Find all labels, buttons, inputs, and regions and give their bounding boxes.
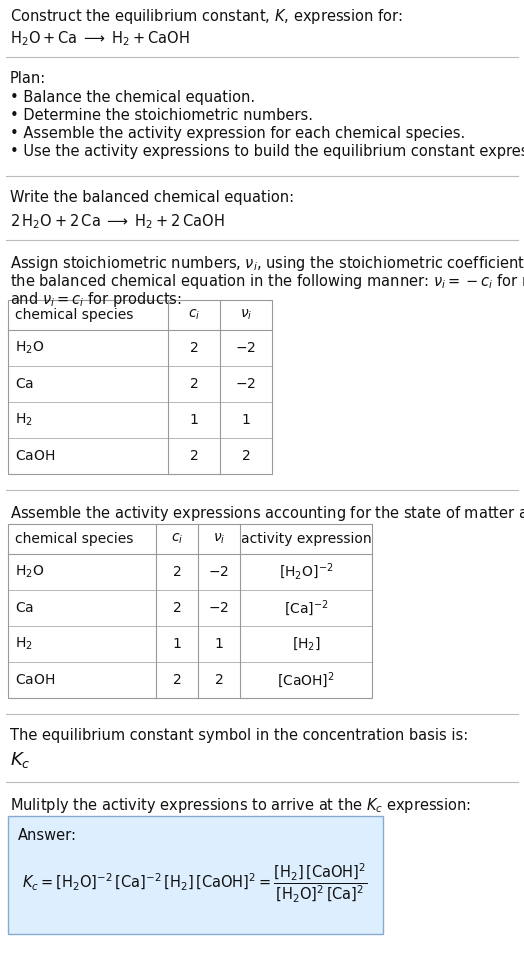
Text: 2: 2 xyxy=(172,565,181,579)
Text: activity expression: activity expression xyxy=(241,532,372,546)
Text: $\mathrm{H_2}$: $\mathrm{H_2}$ xyxy=(15,412,33,428)
FancyBboxPatch shape xyxy=(8,300,272,474)
Text: 2: 2 xyxy=(190,377,199,391)
Text: $-2$: $-2$ xyxy=(209,565,230,579)
Text: $\mathrm{H_2O + Ca \;\longrightarrow\; H_2 + CaOH}$: $\mathrm{H_2O + Ca \;\longrightarrow\; H… xyxy=(10,29,190,48)
Text: Write the balanced chemical equation:: Write the balanced chemical equation: xyxy=(10,190,294,205)
Text: the balanced chemical equation in the following manner: $\nu_i = -c_i$ for react: the balanced chemical equation in the fo… xyxy=(10,272,524,291)
Text: 1: 1 xyxy=(214,637,223,651)
Text: • Use the activity expressions to build the equilibrium constant expression.: • Use the activity expressions to build … xyxy=(10,144,524,159)
Text: Assign stoichiometric numbers, $\nu_i$, using the stoichiometric coefficients, $: Assign stoichiometric numbers, $\nu_i$, … xyxy=(10,254,524,273)
Text: 2: 2 xyxy=(215,673,223,687)
Text: chemical species: chemical species xyxy=(15,532,134,546)
Text: 2: 2 xyxy=(172,601,181,615)
Text: 1: 1 xyxy=(242,413,250,427)
FancyBboxPatch shape xyxy=(8,524,372,698)
Text: Assemble the activity expressions accounting for the state of matter and $\nu_i$: Assemble the activity expressions accoun… xyxy=(10,504,524,523)
Text: $[\mathrm{CaOH}]^2$: $[\mathrm{CaOH}]^2$ xyxy=(277,670,335,690)
Text: Plan:: Plan: xyxy=(10,71,46,86)
Text: $-2$: $-2$ xyxy=(209,601,230,615)
Text: • Assemble the activity expression for each chemical species.: • Assemble the activity expression for e… xyxy=(10,126,465,141)
Text: 1: 1 xyxy=(190,413,199,427)
Text: 2: 2 xyxy=(190,341,199,355)
Text: $K_c$: $K_c$ xyxy=(10,750,30,770)
Text: Mulitply the activity expressions to arrive at the $K_c$ expression:: Mulitply the activity expressions to arr… xyxy=(10,796,471,815)
Text: $[\mathrm{H_2}]$: $[\mathrm{H_2}]$ xyxy=(291,635,321,653)
Text: and $\nu_i = c_i$ for products:: and $\nu_i = c_i$ for products: xyxy=(10,290,182,309)
Text: $-2$: $-2$ xyxy=(235,341,257,355)
Text: 1: 1 xyxy=(172,637,181,651)
Text: 2: 2 xyxy=(190,449,199,463)
Text: 2: 2 xyxy=(242,449,250,463)
Text: $c_i$: $c_i$ xyxy=(188,308,200,323)
Text: $\mathrm{H_2}$: $\mathrm{H_2}$ xyxy=(15,635,33,653)
Text: • Balance the chemical equation.: • Balance the chemical equation. xyxy=(10,90,255,105)
Text: $\mathrm{CaOH}$: $\mathrm{CaOH}$ xyxy=(15,673,55,687)
Text: $c_i$: $c_i$ xyxy=(171,532,183,546)
Text: $\nu_i$: $\nu_i$ xyxy=(240,308,252,323)
Text: $\mathrm{Ca}$: $\mathrm{Ca}$ xyxy=(15,377,34,391)
Text: $\mathrm{H_2O}$: $\mathrm{H_2O}$ xyxy=(15,564,44,580)
Text: • Determine the stoichiometric numbers.: • Determine the stoichiometric numbers. xyxy=(10,108,313,123)
Text: $K_c = [\mathrm{H_2O}]^{-2}\,[\mathrm{Ca}]^{-2}\,[\mathrm{H_2}]\,[\mathrm{CaOH}]: $K_c = [\mathrm{H_2O}]^{-2}\,[\mathrm{Ca… xyxy=(22,861,368,904)
FancyBboxPatch shape xyxy=(8,816,383,934)
Text: $\mathrm{2\,H_2O + 2\,Ca \;\longrightarrow\; H_2 + 2\,CaOH}$: $\mathrm{2\,H_2O + 2\,Ca \;\longrightarr… xyxy=(10,212,225,231)
Text: $[\mathrm{H_2O}]^{-2}$: $[\mathrm{H_2O}]^{-2}$ xyxy=(279,562,333,582)
Text: $-2$: $-2$ xyxy=(235,377,257,391)
Text: 2: 2 xyxy=(172,673,181,687)
Text: $[\mathrm{Ca}]^{-2}$: $[\mathrm{Ca}]^{-2}$ xyxy=(283,598,328,618)
Text: $\mathrm{Ca}$: $\mathrm{Ca}$ xyxy=(15,601,34,615)
Text: chemical species: chemical species xyxy=(15,308,134,322)
Text: Answer:: Answer: xyxy=(18,828,77,843)
Text: $\mathrm{H_2O}$: $\mathrm{H_2O}$ xyxy=(15,340,44,356)
Text: Construct the equilibrium constant, $K$, expression for:: Construct the equilibrium constant, $K$,… xyxy=(10,7,402,26)
Text: The equilibrium constant symbol in the concentration basis is:: The equilibrium constant symbol in the c… xyxy=(10,728,468,743)
Text: $\mathrm{CaOH}$: $\mathrm{CaOH}$ xyxy=(15,449,55,463)
Text: $\nu_i$: $\nu_i$ xyxy=(213,532,225,546)
